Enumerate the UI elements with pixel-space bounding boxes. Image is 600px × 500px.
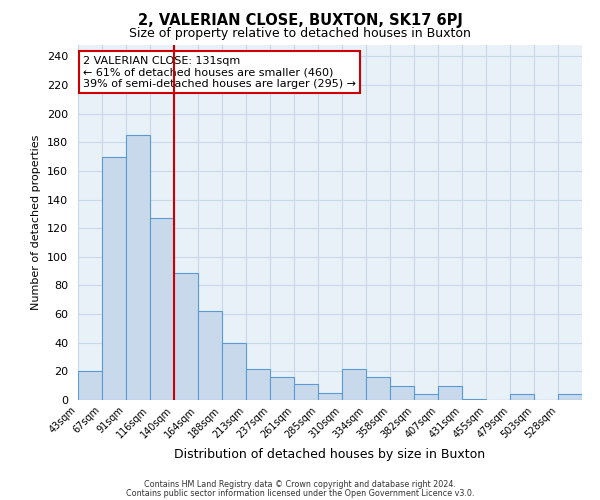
Bar <box>198 311 222 400</box>
Bar <box>294 384 318 400</box>
Bar <box>342 368 366 400</box>
X-axis label: Distribution of detached houses by size in Buxton: Distribution of detached houses by size … <box>175 448 485 461</box>
Bar <box>438 386 462 400</box>
Bar <box>510 394 534 400</box>
Bar <box>270 377 294 400</box>
Bar <box>366 377 390 400</box>
Text: Contains HM Land Registry data © Crown copyright and database right 2024.: Contains HM Land Registry data © Crown c… <box>144 480 456 489</box>
Bar <box>150 218 174 400</box>
Bar <box>558 394 582 400</box>
Bar <box>318 393 342 400</box>
Text: Contains public sector information licensed under the Open Government Licence v3: Contains public sector information licen… <box>126 489 474 498</box>
Bar <box>414 394 438 400</box>
Bar <box>126 135 150 400</box>
Text: 2, VALERIAN CLOSE, BUXTON, SK17 6PJ: 2, VALERIAN CLOSE, BUXTON, SK17 6PJ <box>137 12 463 28</box>
Bar <box>102 156 126 400</box>
Text: 2 VALERIAN CLOSE: 131sqm
← 61% of detached houses are smaller (460)
39% of semi-: 2 VALERIAN CLOSE: 131sqm ← 61% of detach… <box>83 56 356 89</box>
Bar <box>390 386 414 400</box>
Bar <box>174 272 198 400</box>
Text: Size of property relative to detached houses in Buxton: Size of property relative to detached ho… <box>129 28 471 40</box>
Bar <box>78 372 102 400</box>
Bar <box>246 368 270 400</box>
Bar <box>462 398 486 400</box>
Y-axis label: Number of detached properties: Number of detached properties <box>31 135 41 310</box>
Bar <box>222 342 246 400</box>
